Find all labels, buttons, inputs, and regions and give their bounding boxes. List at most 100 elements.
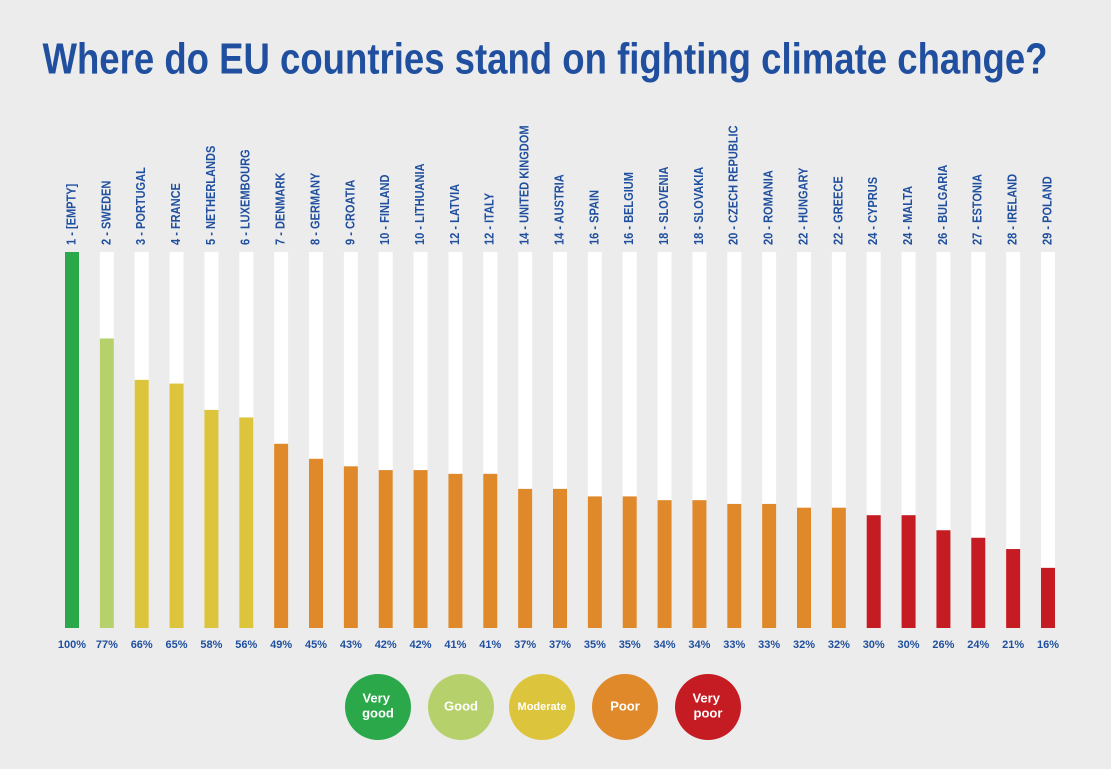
chart-title: Where do EU countries stand on fighting …	[43, 35, 1048, 84]
category-label: 2 - SWEDEN	[98, 181, 113, 245]
value-label: 49%	[270, 639, 292, 651]
legend-swatch	[592, 674, 658, 740]
category-label: 24 - MALTA	[900, 186, 915, 245]
category-label: 14 - UNITED KINGDOM	[517, 125, 532, 245]
value-label: 21%	[1002, 639, 1024, 651]
value-label: 16%	[1037, 639, 1059, 651]
bar	[727, 503, 742, 628]
category-label: 6 - LUXEMBOURG	[238, 149, 253, 245]
category-label: 20 - CZECH REPUBLIC	[726, 125, 741, 245]
value-label: 42%	[375, 639, 397, 651]
category-label: 12 - LATVIA	[447, 184, 462, 245]
bar-track	[971, 252, 986, 628]
category-label: 16 - BELGIUM	[621, 172, 636, 245]
value-label: 34%	[654, 639, 676, 651]
value-label: 42%	[410, 639, 432, 651]
bar	[99, 338, 114, 628]
bar	[587, 496, 602, 628]
value-label: 35%	[584, 639, 606, 651]
category-label: 7 - DENMARK	[273, 172, 288, 245]
bar	[762, 503, 777, 628]
bar	[831, 507, 846, 628]
category-label: 10 - LITHUANIA	[412, 163, 427, 245]
category-label: 29 - POLAND	[1040, 176, 1055, 245]
bar	[866, 515, 881, 628]
legend-label: Poor	[610, 698, 640, 713]
category-label: 10 - FINLAND	[377, 174, 392, 245]
value-label: 41%	[479, 639, 501, 651]
bar	[971, 537, 986, 628]
bar	[901, 515, 916, 628]
category-label: 26 - BULGARIA	[935, 164, 950, 245]
value-label: 34%	[688, 639, 710, 651]
category-label: 24 - CYPRUS	[865, 177, 880, 245]
bar	[65, 252, 79, 628]
value-label: 56%	[235, 639, 257, 651]
category-label: 1 - [EMPTY]	[64, 184, 79, 245]
category-label: 16 - SPAIN	[586, 190, 601, 245]
value-label: 43%	[340, 639, 362, 651]
bar-track	[1006, 252, 1021, 628]
value-label: 30%	[898, 639, 920, 651]
value-label: 77%	[96, 639, 118, 651]
category-label: 22 - GREECE	[830, 176, 845, 245]
category-label: 18 - SLOVAKIA	[691, 166, 706, 245]
value-label: 32%	[828, 639, 850, 651]
category-label: 4 - FRANCE	[168, 183, 183, 245]
legend-swatch	[509, 674, 575, 740]
value-label: 66%	[131, 639, 153, 651]
bar	[309, 458, 323, 628]
legend-label: Moderate	[518, 701, 567, 713]
value-label: 32%	[793, 639, 815, 651]
bar	[413, 470, 428, 628]
legend-label: Good	[444, 698, 478, 713]
bar	[378, 470, 393, 628]
bar	[169, 383, 184, 628]
value-label: 45%	[305, 639, 327, 651]
category-label: 12 - ITALY	[482, 193, 497, 245]
category-label: 3 - PORTUGAL	[133, 167, 148, 245]
bar	[1041, 567, 1055, 628]
legend-swatch	[675, 674, 741, 740]
value-label: 65%	[166, 639, 188, 651]
bar	[448, 473, 463, 628]
bar	[239, 417, 254, 628]
value-label: 30%	[863, 639, 885, 651]
value-label: 100%	[58, 639, 86, 651]
category-label: 18 - SLOVENIA	[656, 166, 671, 245]
legend-swatch	[428, 674, 494, 740]
category-label: 9 - CROATIA	[342, 179, 357, 245]
value-label: 33%	[723, 639, 745, 651]
bar	[343, 466, 358, 628]
value-label: 37%	[514, 639, 536, 651]
bar	[553, 488, 567, 628]
value-label: 41%	[444, 639, 466, 651]
bar	[483, 473, 498, 628]
bar	[936, 530, 951, 628]
bar	[1006, 549, 1021, 628]
bar	[518, 488, 533, 628]
bar-track	[1041, 252, 1055, 628]
value-label: 26%	[932, 639, 954, 651]
bar	[622, 496, 637, 628]
category-label: 22 - HUNGARY	[796, 168, 811, 245]
value-label: 37%	[549, 639, 571, 651]
category-label: 20 - ROMANIA	[761, 170, 776, 245]
bar	[204, 409, 219, 628]
category-label: 8 - GERMANY	[308, 173, 323, 245]
legend-swatch	[345, 674, 411, 740]
bar	[274, 443, 289, 628]
bar	[797, 507, 811, 628]
category-label: 27 - ESTONIA	[970, 174, 985, 245]
value-label: 24%	[967, 639, 989, 651]
legend-label: Very poor	[692, 691, 723, 721]
legend-label: Very good	[362, 691, 394, 721]
category-label: 14 - AUSTRIA	[552, 174, 567, 245]
category-label: 28 - IRELAND	[1005, 174, 1020, 245]
value-label: 58%	[200, 639, 222, 651]
value-label: 35%	[619, 639, 641, 651]
bar	[134, 379, 149, 628]
category-label: 5 - NETHERLANDS	[203, 146, 218, 245]
